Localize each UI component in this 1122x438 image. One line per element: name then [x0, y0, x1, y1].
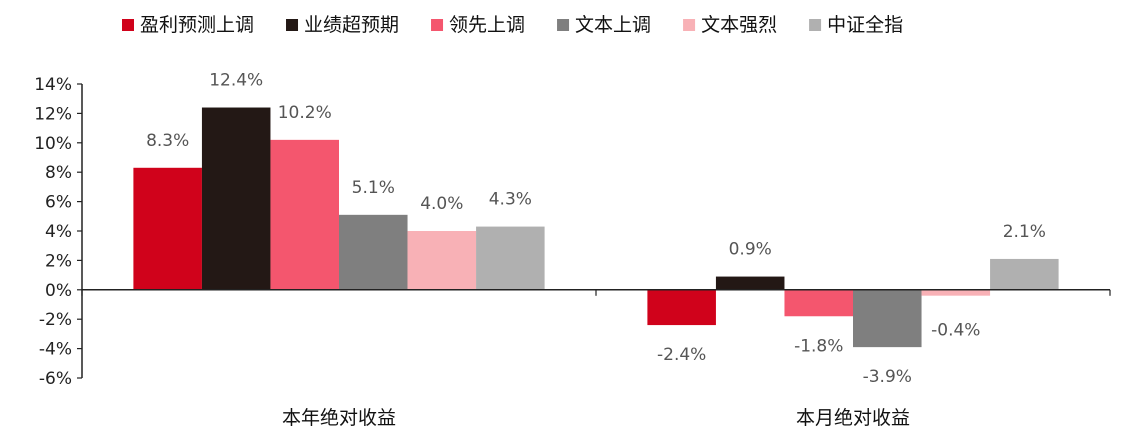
data-label: -3.9% — [863, 367, 912, 387]
bar — [476, 226, 545, 290]
bar — [784, 289, 853, 317]
y-tick-label: 12% — [34, 104, 72, 124]
legend-label: 文本上调 — [575, 14, 651, 36]
legend-label: 文本强烈 — [701, 14, 777, 36]
data-label: 12.4% — [209, 71, 263, 91]
y-tick-label: -4% — [39, 340, 72, 360]
y-tick-label: -6% — [39, 369, 72, 389]
legend-swatch — [809, 19, 822, 31]
legend-label: 业绩超预期 — [304, 14, 399, 36]
legend-swatch — [286, 19, 299, 31]
legend-swatch — [557, 19, 570, 31]
bar — [715, 276, 785, 290]
y-tick-label: 14% — [34, 75, 72, 95]
bar — [921, 289, 991, 296]
legend-label: 盈利预测上调 — [140, 14, 254, 36]
y-tick-label: 10% — [34, 134, 72, 154]
bar — [133, 167, 202, 290]
data-label: 4.0% — [420, 194, 463, 214]
y-tick-label: 2% — [45, 251, 72, 271]
y-tick-label: 8% — [45, 163, 72, 183]
legend-swatch — [683, 19, 696, 31]
data-label: 0.9% — [729, 240, 772, 260]
legend-label: 中证全指 — [827, 14, 903, 36]
data-label: 5.1% — [352, 178, 395, 198]
x-axis: 本年绝对收益 本月绝对收益 — [81, 289, 1111, 429]
bar — [853, 289, 922, 348]
y-axis: 14% 12% 10% 8% 6% 4% 2% 0% -2% -4% -6% — [34, 75, 83, 389]
y-tick-label: 6% — [45, 193, 72, 213]
data-label: -1.8% — [794, 336, 843, 356]
y-tick-label: 4% — [45, 222, 72, 242]
bar — [339, 214, 408, 290]
legend-label: 领先上调 — [449, 14, 525, 36]
bar — [990, 258, 1059, 290]
data-label: 4.3% — [489, 190, 532, 210]
y-tick-label: -2% — [39, 310, 72, 330]
bar — [647, 289, 716, 326]
bar — [270, 139, 339, 290]
data-label: -2.4% — [657, 345, 706, 365]
legend-swatch — [431, 19, 444, 31]
data-label: 2.1% — [1003, 222, 1046, 242]
x-category-label: 本年绝对收益 — [282, 407, 396, 429]
bar — [407, 231, 477, 290]
bars — [133, 107, 1059, 348]
legend: 盈利预测上调 业绩超预期 领先上调 文本上调 文本强烈 中证全指 — [122, 14, 903, 36]
x-category-label: 本月绝对收益 — [796, 407, 910, 429]
data-label: -0.4% — [931, 321, 980, 341]
legend-swatch — [122, 19, 134, 31]
data-label: 8.3% — [146, 131, 189, 151]
data-label: 10.2% — [278, 103, 332, 123]
bar — [201, 107, 271, 290]
data-labels: 8.3% 12.4% 10.2% 5.1% 4.0% 4.3% -2.4% 0.9% -1.8%… — [146, 71, 1046, 388]
y-tick-label: 0% — [45, 281, 72, 301]
